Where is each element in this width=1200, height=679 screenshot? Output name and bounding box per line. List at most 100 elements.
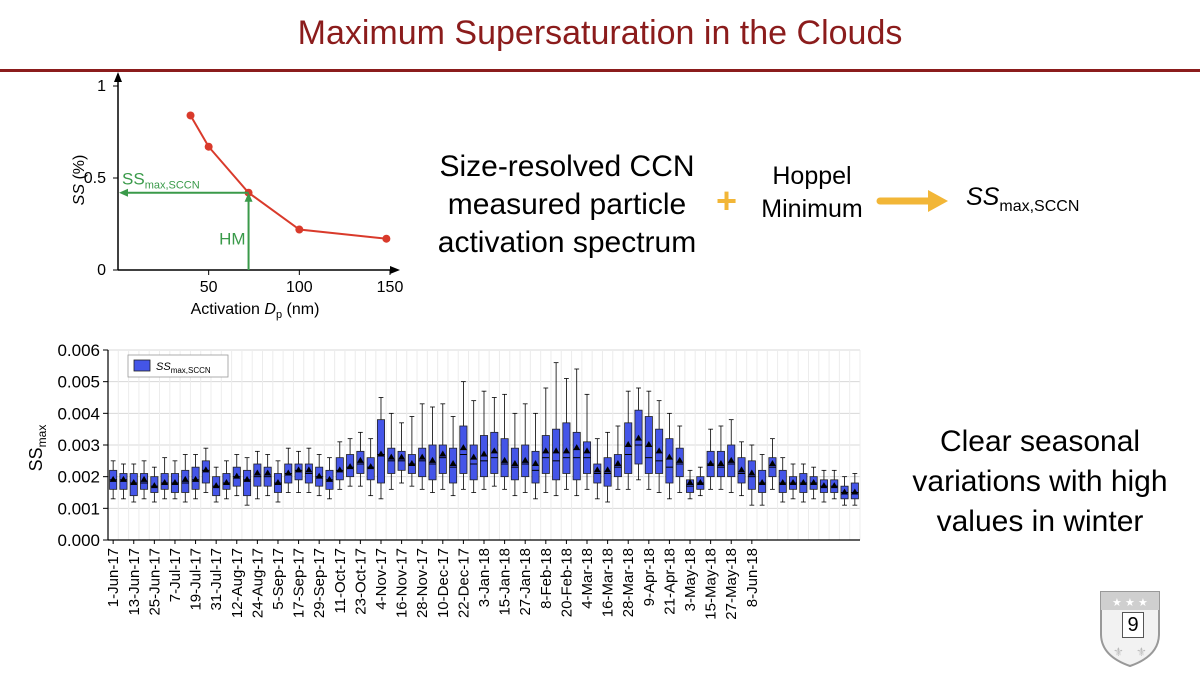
box-iqr: [541, 435, 550, 474]
box-x-tick-label: 13-Jun-17: [126, 548, 143, 616]
box-mean-marker: [583, 447, 591, 454]
box-mean-marker: [820, 482, 828, 489]
box-y-tick-label: 0.003: [57, 436, 100, 455]
box-mean-marker: [264, 469, 272, 476]
box-x-tick-label: 7-Jul-17: [167, 548, 184, 602]
box-mean-marker: [779, 479, 787, 485]
legend-swatch: [133, 359, 151, 372]
box-mean-marker: [119, 475, 127, 482]
box-iqr: [531, 450, 540, 484]
svg-text:★: ★: [1112, 596, 1122, 609]
box-mean-marker: [624, 441, 632, 447]
box-mean-marker: [532, 460, 540, 466]
box-mean-marker: [284, 469, 292, 476]
box-x-tick-label: 21-Apr-18: [661, 548, 678, 615]
box-mean-marker: [109, 475, 117, 482]
box-x-tick-label: 31-Jul-17: [208, 548, 225, 611]
box-x-tick-label: 25-Jun-17: [146, 548, 163, 616]
box-mean-marker: [171, 479, 179, 485]
box-mean-marker: [521, 456, 529, 463]
hm-label: HM: [219, 230, 245, 249]
top-y-tick-label: 1: [97, 78, 106, 95]
box-mean-marker: [501, 456, 509, 463]
box-x-tick-label: 1-Jun-17: [105, 548, 122, 607]
box-mean-marker: [707, 460, 715, 466]
box-x-tick-label: 17-Sep-17: [291, 548, 308, 618]
box-iqr: [624, 422, 633, 474]
box-x-tick-label: 5-Sep-17: [270, 548, 287, 610]
box-mean-marker: [243, 475, 251, 482]
conclusion-text: Clear seasonal variations with high valu…: [880, 422, 1200, 542]
box-mean-marker: [253, 469, 261, 476]
box-mean-marker: [562, 447, 570, 454]
top-x-tick-label: 50: [200, 279, 218, 296]
box-mean-marker: [789, 479, 797, 485]
legend-box: [127, 354, 229, 378]
box-y-tick-label: 0.000: [57, 531, 100, 550]
box-mean-marker: [511, 460, 519, 466]
box-mean-marker: [233, 472, 241, 479]
box-mean-marker: [614, 460, 622, 466]
box-mean-marker: [295, 466, 303, 473]
plus-sign: +: [716, 180, 738, 221]
box-mean-marker: [387, 453, 395, 460]
box-x-tick-label: 11-Oct-17: [332, 548, 349, 614]
box-mean-marker: [686, 479, 694, 485]
legend-label: SSmax,SCCN: [156, 361, 211, 375]
box-x-tick-label: 16-Nov-17: [394, 548, 411, 618]
box-x-tick-label: 3-Jan-18: [476, 548, 493, 607]
box-mean-marker: [408, 460, 416, 466]
box-mean-marker: [655, 447, 663, 454]
box-mean-marker: [222, 479, 230, 485]
box-x-tick-label: 9-Apr-18: [641, 548, 658, 606]
box-x-tick-label: 8-Jun-18: [744, 548, 761, 607]
box-mean-marker: [604, 466, 612, 473]
box-mean-marker: [841, 488, 849, 495]
svg-text:⚜: ⚜: [1136, 645, 1147, 659]
box-x-tick-label: 28-Mar-18: [620, 548, 637, 617]
box-x-tick-label: 28-Nov-17: [414, 548, 431, 618]
box-mean-marker: [161, 479, 169, 485]
top-y-axis-label: SS (%): [71, 155, 88, 206]
box-mean-marker: [480, 450, 488, 457]
box-mean-marker: [274, 479, 282, 485]
svg-text:★: ★: [1125, 596, 1135, 609]
slide-title: Maximum Supersaturation in the Clouds: [297, 14, 903, 52]
box-mean-marker: [367, 463, 375, 470]
hm-arrow-head: [244, 192, 253, 202]
box-iqr: [469, 444, 478, 481]
box-x-tick-label: 29-Sep-17: [311, 548, 328, 618]
size-resolved-line-1: Size-resolved CCN: [439, 150, 695, 183]
box-x-tick-label: 8-Feb-18: [538, 548, 555, 609]
ss-max-sccn-annotation: SSmax,SCCN: [122, 170, 200, 192]
box-iqr: [418, 447, 427, 478]
box-mean-marker: [830, 482, 838, 489]
ssmax-result-sub: max,SCCN: [999, 198, 1080, 215]
box-mean-marker: [418, 453, 426, 460]
box-x-tick-label: 20-Feb-18: [558, 548, 575, 617]
box-mean-marker: [181, 475, 189, 482]
box-x-tick-label: 27-May-18: [723, 548, 740, 620]
box-mean-marker: [768, 460, 776, 466]
box-mean-marker: [799, 479, 807, 485]
box-mean-marker: [665, 453, 673, 460]
activation-point: [186, 111, 195, 120]
ssmax-result-main: SS: [966, 183, 1000, 211]
box-y-axis-label: SSmax: [26, 425, 49, 472]
box-mean-marker: [851, 488, 859, 495]
size-resolved-line-2: measured particle: [447, 188, 687, 221]
conclusion-line-3: values in winter: [936, 505, 1144, 538]
box-mean-marker: [325, 475, 333, 482]
box-mean-marker: [490, 447, 498, 454]
box-mean-marker: [202, 466, 210, 473]
top-y-axis-arrow: [114, 72, 122, 82]
box-x-tick-label: 15-May-18: [703, 548, 720, 620]
box-mean-marker: [738, 466, 746, 473]
top-x-axis-arrow: [390, 266, 400, 274]
page-number: 9: [1122, 612, 1144, 638]
ss-arrow-head: [119, 188, 128, 197]
ssmax-result-label: SSmax,SCCN: [966, 183, 1079, 216]
box-y-tick-label: 0.001: [57, 499, 100, 518]
box-mean-marker: [398, 453, 406, 460]
